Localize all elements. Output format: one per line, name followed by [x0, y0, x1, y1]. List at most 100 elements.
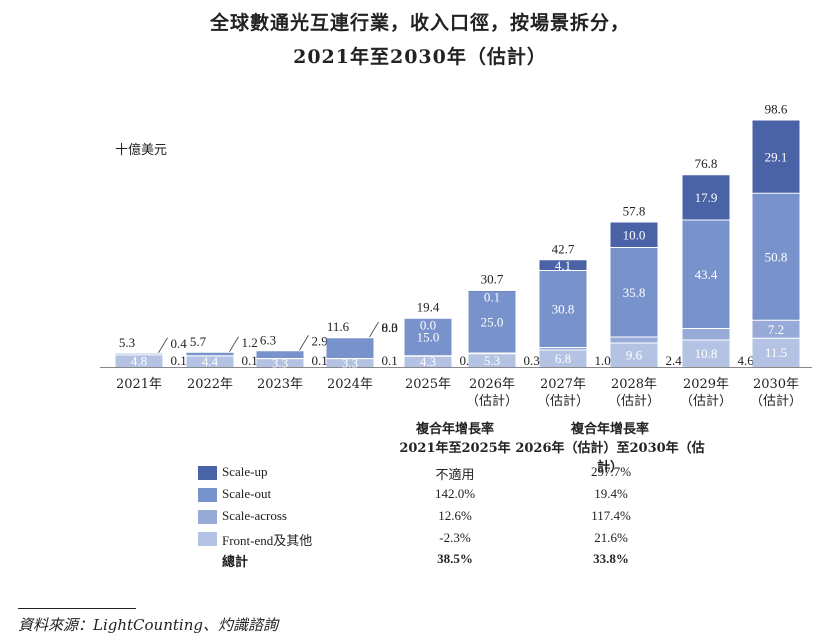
bar-scale-up-7: [539, 260, 587, 271]
cagr-head-2021-2025-line1: 複合年增長率: [415, 422, 494, 437]
x-tick-label-10: 2030年: [753, 377, 799, 392]
bar-front-end-7: [539, 350, 587, 367]
label-scale-across-6: 0.3: [524, 353, 540, 368]
cagr-head-2026-2030-line2: 2026年（估計）至2030年（估計）: [515, 441, 705, 475]
total-label-2: 5.7: [190, 334, 207, 349]
label-scale-up-9: 17.9: [695, 190, 718, 205]
bar-scale-out-4: [326, 337, 374, 359]
label-front-end-2: 4.4: [202, 354, 219, 369]
unit-label: 十億美元: [115, 143, 168, 158]
bar-front-end-5: [404, 356, 452, 367]
label-scale-across-9: 4.6: [738, 353, 755, 368]
legend-label-scale-up: Scale-up: [222, 464, 268, 479]
label-scale-up-8: 10.0: [623, 228, 646, 243]
label-scale-out-9: 43.4: [695, 267, 718, 282]
label-scale-across-2: 0.1: [242, 353, 258, 368]
label-scale-out-8: 35.8: [623, 285, 646, 300]
chart-title-line1: 全球數通光互連行業，收入口徑，按場景拆分，: [209, 12, 630, 34]
label-scale-out-3: 2.9: [312, 333, 328, 348]
label-scale-up-10: 29.1: [765, 149, 788, 164]
bar-front-end-9: [682, 340, 730, 367]
leader-line-3: [299, 335, 309, 351]
cagr-head-2021-2025: 複合年增長率 2021年至2025年: [390, 418, 520, 456]
chart-title-line2: 2021年至2030年（估計）: [293, 46, 547, 68]
label-front-end-8: 9.6: [626, 348, 643, 363]
legend-swatch-scale-out: [198, 488, 217, 502]
cagr-scale-up-2026-2030: 297.7%: [590, 464, 632, 479]
bar-scale-out-5: [404, 318, 452, 356]
label-front-end-3: 3.3: [272, 355, 288, 370]
leader-line-4: [369, 321, 379, 338]
label-scale-up-4: 0.0: [382, 320, 398, 335]
bar-front-end-10: [752, 338, 800, 367]
cagr-total-2021-2025: 38.5%: [437, 551, 473, 566]
label-scale-up-5: 0.0: [420, 317, 436, 332]
bar-scale-out-2: [186, 352, 234, 356]
label-scale-across-1: 0.1: [171, 353, 187, 368]
x-tick-label-6-note: （估計）: [466, 393, 518, 409]
cagr-head-2026-2030-line1: 複合年增長率: [570, 422, 649, 437]
bar-scale-across-7: [539, 347, 587, 350]
label-scale-out-10: 50.8: [765, 249, 788, 264]
bar-scale-out-8: [610, 247, 658, 337]
bar-front-end-1: [115, 355, 163, 367]
label-scale-across-4: 0.1: [382, 353, 398, 368]
total-label-6: 30.7: [481, 271, 504, 286]
leader-line-1: [158, 337, 168, 353]
label-front-end-10: 11.5: [765, 345, 787, 360]
cagr-front-end-2026-2030: 21.6%: [594, 530, 628, 545]
legend-swatch-scale-up: [198, 466, 217, 480]
cagr-scale-out-2026-2030: 19.4%: [594, 486, 628, 501]
total-label-3: 6.3: [260, 332, 276, 347]
x-tick-label-8: 2028年: [611, 377, 657, 392]
total-label-9: 76.8: [695, 156, 718, 171]
label-scale-up-7: 4.1: [555, 258, 571, 273]
cagr-front-end-2021-2025: -2.3%: [439, 530, 471, 545]
legend-swatch-scale-across: [198, 510, 217, 524]
cagr-head-2026-2030: 複合年增長率 2026年（估計）至2030年（估計）: [510, 418, 710, 475]
total-label-4: 11.6: [327, 319, 350, 334]
total-label-5: 19.4: [417, 300, 440, 315]
label-scale-out-4: 8.3: [382, 320, 398, 335]
label-front-end-5: 4.3: [420, 354, 436, 369]
cagr-scale-across-2026-2030: 117.4%: [591, 508, 631, 523]
cagr-head-2021-2025-line2: 2021年至2025年: [399, 441, 511, 456]
label-scale-out-2: 1.2: [242, 335, 258, 350]
total-label-1: 5.3: [119, 335, 135, 350]
x-tick-label-7-note: （估計）: [537, 393, 589, 409]
cagr-scale-across-2021-2025: 12.6%: [438, 508, 472, 523]
label-scale-up-6: 0.1: [484, 289, 500, 304]
total-label: 總計: [222, 554, 249, 569]
bar-scale-across-10: [752, 320, 800, 339]
x-tick-label-6: 2026年: [469, 377, 515, 392]
x-tick-label-3: 2023年: [257, 377, 303, 392]
label-scale-across-8: 2.4: [666, 353, 683, 368]
label-front-end-7: 6.8: [555, 351, 571, 366]
label-scale-across-3: 0.1: [312, 353, 328, 368]
label-scale-across-7: 1.0: [595, 353, 611, 368]
bar-scale-out-10: [752, 193, 800, 321]
bar-scale-out-3: [256, 351, 304, 359]
bar-front-end-4: [326, 358, 374, 367]
x-tick-label-1: 2021年: [116, 377, 162, 392]
total-label-7: 42.7: [552, 241, 575, 256]
x-tick-label-9-note: （估計）: [680, 393, 732, 409]
x-tick-label-10-note: （估計）: [750, 393, 802, 409]
cagr-total-2026-2030: 33.8%: [593, 551, 629, 566]
label-scale-out-6: 25.0: [481, 314, 504, 329]
source-note: 資料來源：LightCounting、灼識諮詢: [18, 616, 278, 634]
bar-front-end-8: [610, 343, 658, 367]
source-divider: [18, 608, 136, 609]
x-tick-label-5: 2025年: [405, 377, 451, 392]
x-tick-label-9: 2029年: [683, 377, 729, 392]
label-scale-out-5: 15.0: [417, 330, 440, 345]
label-front-end-6: 5.3: [484, 353, 500, 368]
total-label-8: 57.8: [623, 204, 646, 219]
label-front-end-9: 10.8: [695, 346, 718, 361]
bar-front-end-3: [256, 358, 304, 367]
bar-scale-up-9: [682, 175, 730, 220]
bar-front-end-2: [186, 356, 234, 367]
legend-label-scale-out: Scale-out: [222, 486, 272, 501]
bar-scale-out-7: [539, 270, 587, 348]
